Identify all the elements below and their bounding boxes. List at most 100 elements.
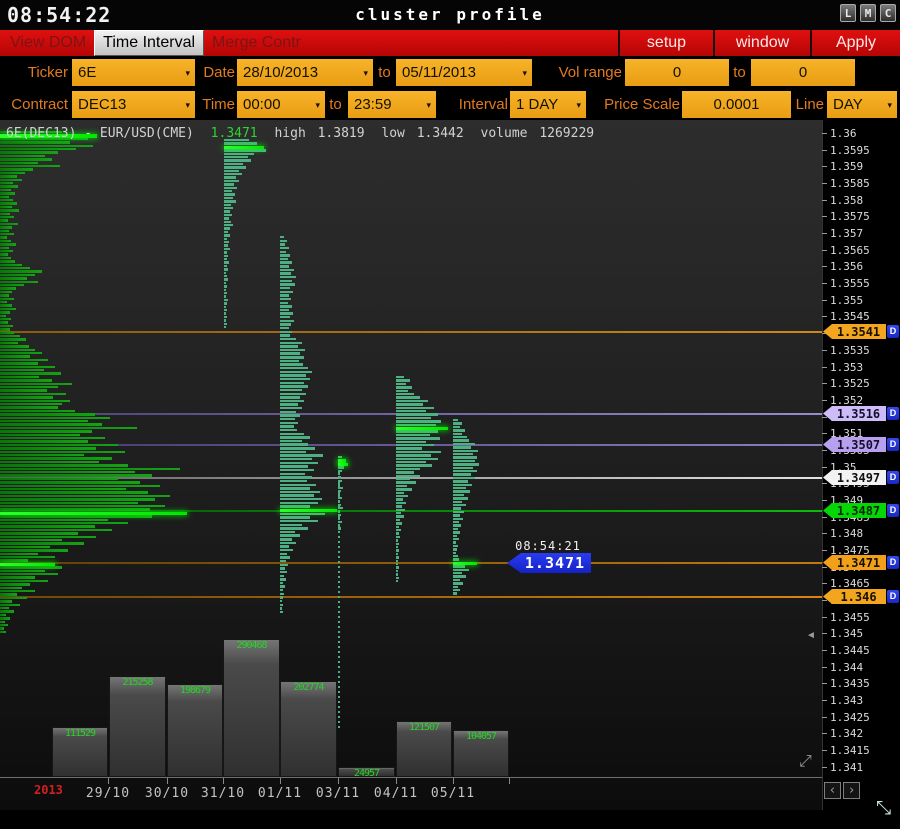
toolbar: Ticker 6E ▾ Date 28/10/2013 ▾ to 05/11/2…	[0, 56, 900, 120]
price-level-badge[interactable]: 1.3487	[823, 503, 886, 518]
level-badge-d-tag[interactable]: D	[887, 556, 899, 569]
high-value: 1.3819	[317, 126, 365, 141]
date-label: Date	[203, 64, 235, 81]
price-tick-label: 1.348	[830, 527, 864, 541]
price-tick-label: 1.3535	[830, 343, 870, 357]
level-badge-d-tag[interactable]: D	[887, 504, 899, 517]
level-badge-d-tag[interactable]: D	[887, 407, 899, 420]
level-badge-d-tag[interactable]: D	[887, 590, 899, 603]
price-tick-label: 1.3485	[830, 510, 870, 524]
menu-item-time-interval[interactable]: Time Interval	[94, 30, 205, 56]
low-value: 1.3442	[416, 126, 464, 141]
price-tick-label: 1.3465	[830, 577, 870, 591]
time-label: Time	[202, 96, 235, 113]
price-tick-label: 1.3445	[830, 644, 870, 658]
price-level-badge[interactable]: 1.3507	[823, 437, 886, 452]
ticker-select[interactable]: 6E ▾	[72, 59, 195, 86]
menu-item-view-dom[interactable]: View DOM	[10, 34, 87, 51]
price-level-badge[interactable]: 1.3471	[823, 555, 886, 570]
scroll-left-button[interactable]: ‹	[824, 782, 841, 799]
price-scale-input[interactable]: 0.0001	[682, 91, 791, 118]
date-to-select[interactable]: 05/11/2013 ▾	[396, 59, 532, 86]
menubar: View DOM Time Interval Merge Contr setup…	[0, 30, 900, 56]
price-tick-label: 1.3505	[830, 443, 870, 457]
symbol-label: 6E(DEC13) - EUR/USD(CME)	[6, 126, 194, 141]
vol-to-label: to	[733, 64, 746, 81]
price-tick-label: 1.3565	[830, 243, 870, 257]
price-level-badge[interactable]: 1.346	[823, 589, 886, 604]
scroll-right-button[interactable]: ›	[843, 782, 860, 799]
time-to-value: 23:59	[354, 96, 392, 113]
volume-value: 1269229	[539, 126, 595, 141]
price-tick-label: 1.358	[830, 193, 864, 207]
line-value: DAY	[833, 96, 863, 113]
price-tick-label: 1.355	[830, 293, 864, 307]
line-select[interactable]: DAY ▾	[827, 91, 897, 118]
vol-range-label: Vol range	[558, 64, 622, 81]
price-scale-label: Price Scale	[604, 96, 680, 113]
date-to-label: to	[378, 64, 391, 81]
interval-select[interactable]: 1 DAY ▾	[510, 91, 586, 118]
window-title: cluster profile	[355, 5, 545, 24]
chevron-down-icon: ▾	[185, 68, 190, 78]
menu-item-merge-contr[interactable]: Merge Contr	[212, 34, 301, 51]
interval-label: Interval	[458, 96, 508, 113]
chevron-down-icon: ▾	[426, 100, 431, 110]
resize-handle-icon[interactable]: ⤡	[876, 798, 892, 819]
menu-item-apply[interactable]: Apply	[810, 30, 900, 56]
price-level-badge[interactable]: 1.3541	[823, 324, 886, 339]
price-tick-label: 1.3475	[830, 544, 870, 557]
level-badge-d-tag[interactable]: D	[887, 471, 899, 484]
vol-from-input[interactable]: 0	[625, 59, 729, 86]
price-axis-border	[822, 120, 823, 810]
window-button-c[interactable]: C	[880, 4, 896, 22]
chevron-down-icon: ▾	[315, 100, 320, 110]
price-tick-label: 1.36	[830, 127, 857, 140]
price-tick-label: 1.354	[830, 327, 864, 341]
price-tick-label: 1.341	[830, 760, 864, 774]
contract-value: DEC13	[78, 96, 127, 113]
date-from-value: 28/10/2013	[243, 64, 319, 81]
volume-label: volume	[480, 126, 528, 141]
window-button-m[interactable]: M	[860, 4, 876, 22]
window-button-l[interactable]: L	[840, 4, 856, 22]
chevron-down-icon: ▾	[576, 100, 581, 110]
time-to-select[interactable]: 23:59 ▾	[348, 91, 436, 118]
chevron-down-icon: ▾	[363, 68, 368, 78]
price-tick-label: 1.345	[830, 627, 864, 641]
window-buttons: L M C	[840, 4, 896, 22]
price-tick-label: 1.357	[830, 227, 864, 241]
price-tick-label: 1.344	[830, 660, 864, 674]
menu-item-setup[interactable]: setup	[618, 30, 713, 56]
price-tick-label: 1.359	[830, 160, 864, 174]
price-tick-label: 1.3515	[830, 410, 870, 424]
price-tick-label: 1.3415	[830, 744, 870, 758]
chevron-down-icon: ▾	[522, 68, 527, 78]
line-label: Line	[795, 96, 824, 113]
date-from-select[interactable]: 28/10/2013 ▾	[237, 59, 373, 86]
titlebar: 08:54:22 cluster profile L M C	[0, 0, 900, 30]
level-badge-d-tag[interactable]: D	[887, 438, 899, 451]
price-tick-label: 1.3425	[830, 710, 870, 724]
clock: 08:54:22	[7, 3, 112, 27]
price-tick-label: 1.3575	[830, 210, 870, 224]
price-level-badge[interactable]: 1.3497	[823, 470, 886, 485]
price-level-badge[interactable]: 1.3516	[823, 406, 886, 421]
chevron-down-icon: ▾	[185, 100, 190, 110]
contract-select[interactable]: DEC13 ▾	[72, 91, 195, 118]
price-tick-label: 1.352	[830, 393, 864, 407]
vol-to-input[interactable]: 0	[751, 59, 855, 86]
high-label: high	[274, 126, 306, 141]
ticker-label: Ticker	[27, 64, 68, 81]
price-tick-label: 1.351	[830, 427, 864, 441]
level-badge-d-tag[interactable]: D	[887, 325, 899, 338]
price-tick-label: 1.35	[830, 460, 857, 474]
time-to-label: to	[329, 96, 342, 113]
price-tick-label: 1.3585	[830, 177, 870, 191]
menu-item-window[interactable]: window	[713, 30, 810, 56]
chart-plot-area[interactable]	[0, 120, 822, 810]
expand-icon[interactable]: ⤢	[799, 753, 812, 770]
price-tick-label: 1.3545	[830, 310, 870, 324]
price-tick-label: 1.346	[830, 594, 864, 608]
time-from-select[interactable]: 00:00 ▾	[237, 91, 325, 118]
